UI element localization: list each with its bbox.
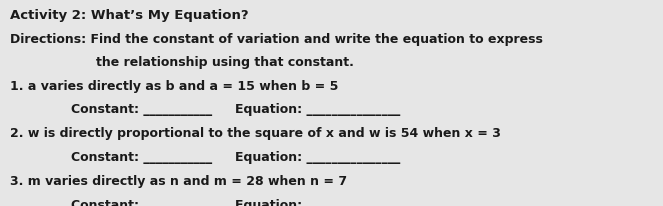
Text: Equation: _______________: Equation: _______________ xyxy=(235,198,400,206)
Text: 3. m varies directly as n and m = 28 when n = 7: 3. m varies directly as n and m = 28 whe… xyxy=(10,174,347,187)
Text: Activity 2: What’s My Equation?: Activity 2: What’s My Equation? xyxy=(10,9,249,22)
Text: Equation: _______________: Equation: _______________ xyxy=(235,150,400,163)
Text: 2. w is directly proportional to the square of x and w is 54 when x = 3: 2. w is directly proportional to the squ… xyxy=(10,127,501,140)
Text: the relationship using that constant.: the relationship using that constant. xyxy=(96,56,354,69)
Text: Directions: Find the constant of variation and write the equation to express: Directions: Find the constant of variati… xyxy=(10,33,543,46)
Text: Constant: ___________: Constant: ___________ xyxy=(36,198,213,206)
Text: Equation: _______________: Equation: _______________ xyxy=(235,103,400,116)
Text: Constant: ___________: Constant: ___________ xyxy=(36,103,213,116)
Text: 1. a varies directly as b and a = 15 when b = 5: 1. a varies directly as b and a = 15 whe… xyxy=(10,79,338,92)
Text: Constant: ___________: Constant: ___________ xyxy=(36,150,213,163)
